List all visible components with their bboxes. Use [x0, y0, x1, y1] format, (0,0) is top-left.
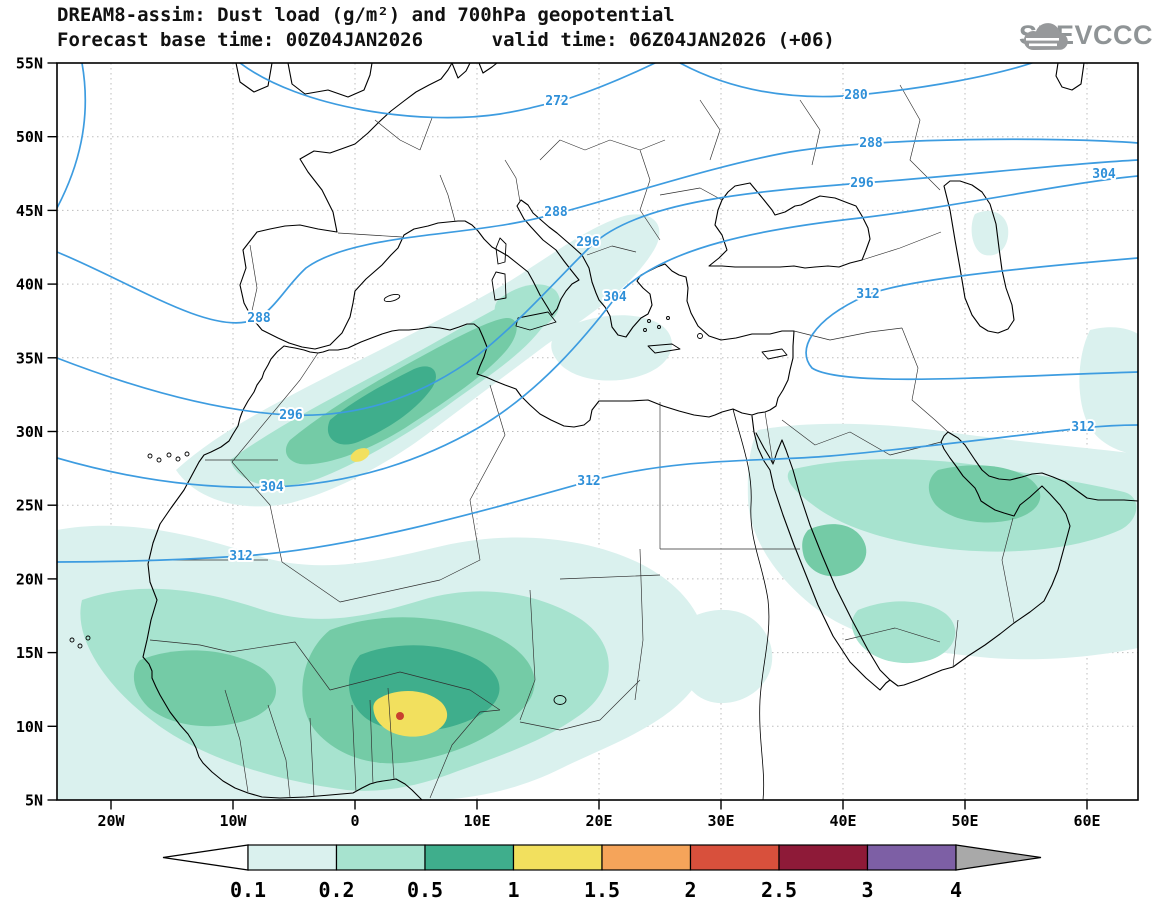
chart-subtitle: Forecast base time: 00Z04JAN2026 valid t…	[57, 29, 835, 51]
y-axis-tick-label: 40N	[16, 276, 43, 294]
colorbar-box	[335, 844, 426, 871]
dust-level-1.5-yellow	[350, 448, 448, 737]
y-axis-tick-label: 5N	[25, 792, 43, 810]
x-axis-tick-label: 10W	[219, 812, 247, 830]
y-axis-tick-label: 45N	[16, 202, 43, 220]
colorbar-tick-label: 4	[950, 878, 962, 902]
chart-title: DREAM8-assim: Dust load (g/m²) and 700hP…	[57, 4, 675, 26]
contour-label: 296	[850, 176, 874, 191]
y-axis-tick-label: 55N	[16, 55, 43, 73]
contour-312-ridge	[805, 257, 1138, 381]
colorbar-tick-label: 0.1	[230, 878, 266, 902]
coast-mediterranean-africa	[142, 199, 795, 800]
dust-level-max-red	[396, 712, 404, 720]
contour-label: 304	[260, 480, 284, 495]
colorbar-box	[247, 844, 338, 871]
colorbar-box	[866, 844, 957, 871]
x-axis-tick-label: 60E	[1073, 812, 1100, 830]
x-axis-tick-label: 20E	[585, 812, 612, 830]
contour-label: 280	[844, 88, 868, 103]
contour-label: 312	[1071, 420, 1094, 435]
seevccc-logo: SEEVCCC	[1019, 20, 1153, 51]
coast-black-sea	[708, 182, 871, 269]
contour-312-south	[57, 424, 1138, 563]
colorbar-tick-label: 0.5	[407, 878, 443, 902]
contour-272	[239, 63, 656, 119]
colorbar-tick-label: 3	[861, 878, 873, 902]
y-axis-tick-label: 50N	[16, 128, 43, 146]
coast-red-sea-arabia	[751, 415, 1138, 691]
coastlines	[69, 63, 1138, 800]
colorbar-over-arrow	[955, 844, 1042, 871]
y-axis-tick-label: 25N	[16, 497, 43, 515]
contour-label: 296	[279, 408, 303, 423]
contour-label: 312	[229, 549, 252, 564]
contour-label: 288	[247, 311, 271, 326]
coast-britain-ireland	[235, 63, 373, 98]
y-axis-tick-label: 10N	[16, 718, 43, 736]
contour-label: 288	[859, 136, 883, 151]
islands	[69, 237, 788, 705]
coast-red-sea-east-shore	[755, 432, 891, 681]
axis-layer: 55N 50N 45N 40N 35N 30N 25N 20N 15N 10N 5N 20W 10W 0 1…	[16, 55, 1101, 831]
colorbar: 0.1 0.2 0.5 1 1.5 2 2.5 3 4	[162, 844, 1042, 902]
cloud-icon	[1023, 23, 1068, 51]
coast-aral	[1055, 63, 1085, 91]
river-nile	[732, 408, 770, 800]
contour-304	[57, 175, 1138, 489]
contour-label: 272	[545, 94, 568, 109]
geopotential-contours	[57, 63, 1138, 563]
colorbar-under-arrow	[162, 844, 249, 871]
colorbar-box	[601, 844, 692, 871]
x-axis-tick-label: 50E	[951, 812, 978, 830]
coast-europe-atlantic	[239, 63, 453, 344]
colorbar-tick-label: 2.5	[761, 878, 797, 902]
colorbar-box	[778, 844, 869, 871]
colorbar-box	[689, 844, 780, 871]
contour-label: 296	[576, 235, 600, 250]
contour-280	[679, 63, 1033, 98]
contour-label: 288	[544, 205, 568, 220]
contour-west-arc	[57, 63, 87, 209]
colorbar-tick-label: 1	[507, 878, 519, 902]
x-axis-tick-label: 0	[350, 812, 359, 830]
country-borders	[148, 84, 1015, 799]
colorbar-tick-label: 1.5	[584, 878, 620, 902]
colorbar-box	[512, 844, 603, 871]
dust-load-fill-layer	[57, 210, 1138, 800]
contour-288	[57, 138, 1138, 324]
colorbar-tick-label: 0.2	[318, 878, 354, 902]
y-axis-tick-label: 20N	[16, 570, 43, 588]
x-axis-tick-label: 40E	[829, 812, 856, 830]
x-axis-tick-label: 30E	[707, 812, 734, 830]
x-axis-tick-label: 10E	[463, 812, 490, 830]
contour-label: 304	[603, 290, 627, 305]
coast-north-sea-baltic	[451, 63, 498, 79]
contour-label-layer: 272 280 288 296 304 288 296 304 288 296 304 312 312 3…	[227, 86, 1118, 566]
contour-label: 312	[577, 474, 600, 489]
x-axis-tick-label: 20W	[97, 812, 125, 830]
contour-296	[57, 159, 1138, 417]
y-axis-tick-label: 30N	[16, 423, 43, 441]
contour-label: 304	[1092, 167, 1116, 182]
y-axis-tick-label: 15N	[16, 644, 43, 662]
lake-chad	[553, 695, 567, 705]
contour-label: 312	[856, 287, 879, 302]
colorbar-box	[424, 844, 515, 871]
colorbar-tick-label: 2	[684, 878, 696, 902]
y-axis-tick-label: 35N	[16, 349, 43, 367]
